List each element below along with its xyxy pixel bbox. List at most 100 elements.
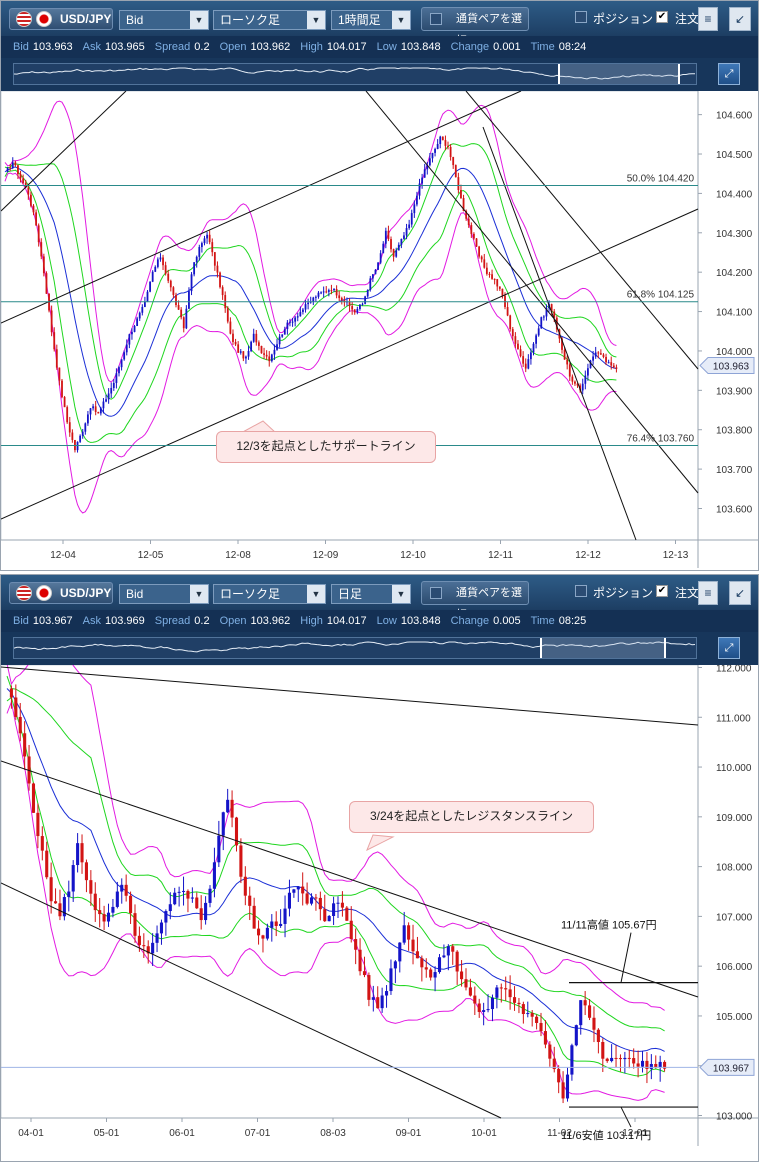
candle-body: [649, 1063, 653, 1069]
price-side-select[interactable]: Bid ▼: [119, 584, 209, 604]
menu-icon[interactable]: ≡: [698, 581, 718, 605]
y-tick-label: 103.700: [716, 465, 753, 476]
candle-body: [557, 1069, 561, 1083]
candle-body: [79, 435, 82, 442]
candle-body: [597, 352, 600, 354]
y-tick-label: 107.000: [716, 912, 753, 923]
candle-body: [283, 329, 286, 335]
candle-body: [410, 213, 413, 225]
candle-body: [71, 865, 75, 892]
candle-body: [421, 177, 424, 184]
candle-body: [212, 862, 216, 889]
navigator-range-handle[interactable]: [540, 638, 666, 658]
position-checkbox[interactable]: [575, 11, 587, 23]
price-side-select[interactable]: Bid ▼: [119, 10, 209, 30]
candle-body: [142, 945, 146, 947]
trend-line-upper-left: [1, 91, 127, 212]
candle-body: [252, 333, 255, 342]
order-checkbox[interactable]: ✔: [656, 585, 668, 597]
chart-type-select[interactable]: ローソク足 ▼: [213, 10, 326, 30]
candle-body: [99, 408, 102, 414]
candle-body: [395, 250, 398, 257]
candle-body: [40, 242, 43, 257]
candle-body: [462, 198, 465, 211]
candle-body: [465, 210, 468, 219]
descending-line-inner: [482, 126, 637, 541]
candle-body: [281, 334, 284, 337]
popout-icon[interactable]: ↙: [729, 7, 751, 31]
candle-body: [167, 273, 170, 281]
candle-body: [14, 697, 18, 717]
navigator-slider[interactable]: [13, 637, 697, 659]
candle-body: [398, 942, 402, 962]
quote-key: High: [300, 41, 323, 53]
candle-body: [439, 136, 442, 145]
candle-body: [380, 995, 384, 1009]
expand-icon[interactable]: ⤢: [718, 63, 740, 85]
chevron-down-icon: ▼: [307, 11, 325, 29]
quote-key: Change: [450, 41, 490, 53]
candle-body: [93, 893, 97, 911]
candle-body: [239, 351, 242, 353]
candle-body: [379, 253, 382, 263]
candle-body: [579, 1000, 583, 1026]
candle-body: [106, 912, 111, 922]
candle-body: [94, 406, 97, 412]
y-tick-label: 104.200: [716, 268, 753, 279]
quote-value: 08:24: [558, 41, 587, 53]
candle-body: [273, 349, 276, 355]
candle-body: [105, 399, 107, 402]
currency-pair-label: USD/JPY: [60, 12, 112, 26]
timeframe-select[interactable]: 日足 ▼: [331, 584, 411, 604]
candle-body: [86, 414, 89, 424]
upper-channel-line: [1, 91, 522, 324]
order-checkbox[interactable]: ✔: [656, 11, 668, 23]
navigator-slider[interactable]: [13, 63, 697, 85]
currency-pair-button[interactable]: USD/JPY: [9, 8, 113, 30]
chart-type-select[interactable]: ローソク足 ▼: [213, 584, 326, 604]
expand-icon[interactable]: ⤢: [718, 637, 740, 659]
navigator-strip: ⤢: [1, 632, 758, 665]
bollinger-plus2-line: [6, 665, 665, 1011]
candle-body: [133, 913, 137, 936]
timeframe-select[interactable]: 1時間足 ▼: [331, 10, 411, 30]
candle-body: [58, 367, 61, 381]
candle-body: [563, 349, 566, 360]
currency-pair-button[interactable]: USD/JPY: [9, 582, 113, 604]
candle-body: [407, 925, 411, 940]
candle-body: [390, 239, 392, 250]
candle-body: [177, 305, 180, 310]
pair-select-button[interactable]: 通貨ペアを選択: [421, 7, 529, 47]
candle-body: [221, 287, 224, 296]
candle-body: [387, 230, 390, 240]
pair-select-checkbox[interactable]: [430, 13, 442, 25]
candle-body: [213, 252, 216, 266]
candle-body: [542, 316, 545, 318]
popout-icon[interactable]: ↙: [729, 581, 751, 605]
candle-body: [257, 928, 261, 936]
position-checkbox[interactable]: [575, 585, 587, 597]
pair-select-button[interactable]: 通貨ペアを選択: [421, 581, 529, 621]
navigator-range-handle[interactable]: [558, 64, 680, 84]
candle-body: [159, 257, 162, 260]
x-tick-label: 12-08: [225, 550, 251, 561]
candle-body: [517, 343, 519, 350]
navigator-strip: ⤢: [1, 58, 758, 91]
candle-body: [260, 345, 263, 354]
candle-body: [118, 367, 120, 374]
candle-body: [333, 288, 335, 291]
candle-body: [441, 136, 444, 141]
candle-body: [632, 1058, 636, 1064]
candle-body: [138, 312, 141, 319]
menu-icon[interactable]: ≡: [698, 7, 718, 31]
candle-body: [362, 971, 367, 976]
quote-bar: Bid 103.963 Ask 103.965 Spread 0.2 Open 103.962…: [1, 36, 758, 58]
candle-body: [219, 272, 221, 288]
candle-body: [640, 1060, 645, 1067]
bollinger-middle-line: [4, 166, 617, 417]
candle-body: [470, 225, 473, 234]
pair-select-checkbox[interactable]: [430, 587, 442, 599]
quote-key: High: [300, 615, 323, 627]
jp-flag-icon: [36, 585, 52, 601]
candle-body: [519, 349, 522, 357]
